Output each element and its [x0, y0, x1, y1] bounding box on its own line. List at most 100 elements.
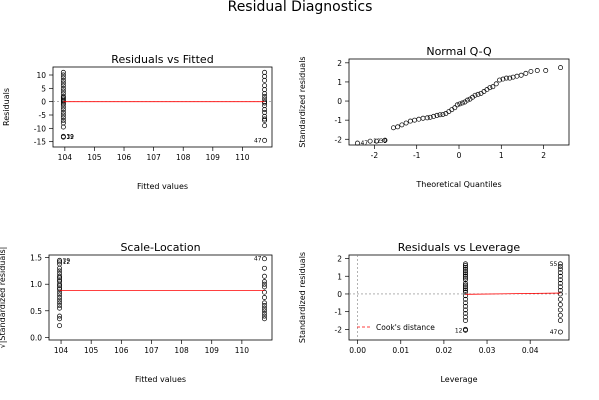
residuals-vs-leverage-data-point	[463, 307, 468, 313]
residuals-vs-fitted-data-point	[262, 77, 268, 83]
residuals-vs-fitted-y-tick-label: 5	[41, 84, 46, 93]
normal-qq-data-point	[503, 75, 509, 81]
residuals-vs-leverage-data-point	[557, 284, 563, 290]
scale-location-data-point	[57, 268, 62, 274]
residuals-vs-fitted-point-label: 39	[66, 133, 74, 140]
residuals-vs-fitted-y-axis-label: Residuals	[2, 88, 11, 126]
scale-location-panel: Scale-Location Fitted values √|Standardize…	[0, 241, 273, 384]
scale-location-data-point	[57, 316, 62, 322]
residuals-vs-fitted-data-point	[60, 75, 66, 81]
scale-location-y-tick-label: 0.0	[30, 333, 42, 342]
normal-qq-data-point	[416, 116, 422, 122]
normal-qq-data-point	[543, 68, 549, 73]
residuals-vs-fitted-point-label: 47	[254, 137, 262, 144]
residuals-vs-leverage-legend: Cook's distance	[357, 323, 435, 332]
normal-qq-data-point	[465, 97, 470, 103]
scale-location-data-point	[57, 273, 62, 279]
normal-qq-data-point	[390, 125, 396, 131]
residuals-vs-fitted-data-point	[60, 77, 66, 83]
normal-qq-data-point	[558, 65, 563, 71]
normal-qq-data-point	[497, 77, 503, 83]
scale-location-data-point	[57, 283, 62, 289]
residuals-vs-fitted-x-tick-label: 105	[87, 153, 102, 162]
normal-qq-data-point	[355, 140, 360, 146]
figure-title: Residual Diagnostics	[228, 0, 373, 15]
scale-location-point-label: 39	[63, 257, 71, 264]
scale-location-data-point	[262, 308, 267, 314]
scale-location-x-tick-label: 109	[205, 346, 220, 355]
residuals-vs-leverage-data-point	[557, 296, 563, 302]
residuals-vs-fitted-data-point	[60, 80, 66, 86]
residuals-vs-fitted-data-point	[262, 73, 268, 79]
normal-qq-data-point	[412, 117, 418, 123]
scale-location-data-point	[262, 281, 267, 287]
residuals-vs-leverage-data-point	[463, 286, 468, 292]
normal-qq-data-point	[452, 105, 458, 111]
residuals-vs-leverage-data-point	[463, 314, 468, 320]
scale-location-x-tick-label: 106	[114, 346, 129, 355]
residuals-vs-leverage-data-point	[463, 273, 468, 279]
residuals-vs-fitted-data-point	[262, 69, 268, 75]
residuals-vs-leverage-data-point	[463, 270, 468, 276]
residuals-vs-leverage-y-tick-label: 2	[337, 255, 342, 264]
normal-qq-data-point	[403, 120, 409, 126]
normal-qq-data-point	[457, 101, 463, 107]
residuals-vs-leverage-data-point	[463, 272, 468, 277]
scale-location-data-point	[57, 275, 62, 281]
normal-qq-data-point	[420, 115, 426, 121]
residuals-vs-leverage-data-point	[463, 293, 468, 299]
normal-qq-data-point	[367, 138, 373, 144]
residuals-vs-fitted-y-tick-label: -10	[34, 124, 46, 133]
residuals-vs-leverage-y-tick-label: 1	[337, 272, 342, 281]
residuals-vs-leverage-data-point	[557, 329, 563, 335]
residuals-vs-fitted-point-label: 12	[66, 134, 74, 141]
residuals-vs-fitted-data-point	[262, 83, 268, 89]
normal-qq-y-axis-label: Standardized residuals	[298, 56, 307, 147]
residuals-vs-leverage-data-point	[463, 263, 468, 269]
normal-qq-y-tick-label: -2	[335, 135, 343, 144]
scale-location-data-point	[57, 313, 62, 319]
normal-qq-x-tick-label: 0	[457, 151, 462, 160]
residuals-vs-fitted-data-point	[262, 103, 268, 109]
normal-qq-data-point	[407, 118, 413, 124]
scale-location-y-tick-label: 1.0	[30, 280, 42, 289]
residuals-vs-fitted-data-point	[60, 120, 66, 126]
residuals-vs-fitted-y-tick-label: 10	[36, 71, 46, 80]
residuals-vs-leverage-data-point	[557, 264, 563, 269]
normal-qq-data-point	[454, 102, 460, 108]
residuals-vs-leverage-x-tick-label: 0.01	[392, 346, 409, 355]
residuals-vs-leverage-data-point	[463, 277, 468, 283]
normal-qq-data-point	[500, 76, 506, 82]
residuals-vs-fitted-data-point	[262, 107, 268, 113]
residuals-vs-fitted-data-point	[60, 115, 66, 121]
residuals-vs-fitted-data-point	[60, 83, 66, 89]
residuals-vs-fitted-x-axis-label: Fitted values	[137, 182, 188, 191]
normal-qq-title: Normal Q-Q	[426, 45, 492, 58]
scale-location-data-point	[57, 303, 62, 308]
residuals-vs-leverage-x-tick-label: 0.02	[436, 346, 453, 355]
normal-qq-data-point	[431, 113, 437, 119]
residuals-vs-fitted-x-tick-label: 110	[235, 153, 250, 162]
normal-qq-data-point	[507, 75, 513, 81]
normal-qq-point-label: 12	[373, 138, 381, 145]
residuals-vs-leverage-data-point	[557, 266, 563, 272]
residuals-vs-leverage-data-point	[557, 302, 563, 308]
residuals-vs-leverage-data-point	[463, 318, 468, 323]
normal-qq-data-point	[472, 92, 478, 98]
scale-location-data-point	[262, 256, 267, 262]
normal-qq-data-point	[490, 84, 496, 90]
residuals-vs-leverage-data-point	[463, 303, 468, 309]
scale-location-x-tick-label: 107	[144, 346, 159, 355]
residuals-vs-fitted-data-point	[60, 69, 66, 75]
normal-qq-data-point	[514, 73, 520, 79]
residuals-vs-leverage-data-point	[557, 273, 563, 279]
residuals-vs-leverage-data-point	[463, 284, 468, 290]
residuals-vs-leverage-data-point	[557, 318, 563, 323]
residuals-vs-leverage-data-point	[557, 280, 563, 286]
scale-location-data-point	[57, 295, 62, 300]
normal-qq-x-tick-label: -1	[413, 151, 421, 160]
normal-qq-data-point	[437, 112, 443, 118]
normal-qq-y-tick-label: -1	[335, 116, 343, 125]
scale-location-data-point	[57, 297, 62, 303]
